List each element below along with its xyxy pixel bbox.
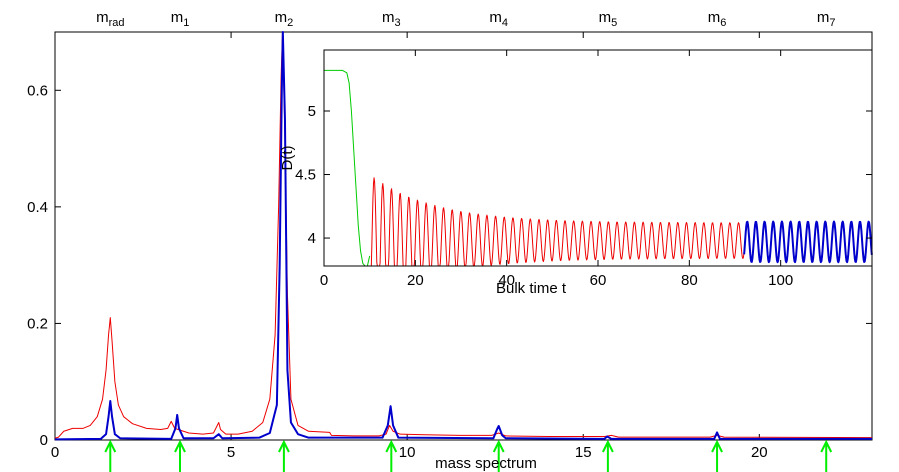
mass-arrow-1 [174, 439, 186, 472]
mass-arrow-2 [278, 439, 290, 472]
inset-xtick-label-4: 80 [681, 272, 698, 289]
main-series-line-1 [54, 31, 872, 441]
inset-series-line-1 [369, 177, 745, 267]
main-xtick-label-1: 5 [227, 444, 235, 461]
inset-ytick-label-0: 4 [308, 230, 316, 247]
inset-ticks: 0 20 40 60 80 100 4 4.5 5 [295, 50, 872, 289]
main-xlabel: mass spectrum [435, 455, 537, 472]
inset-series-line-2 [743, 220, 873, 264]
top-label-0: mrad [96, 9, 124, 29]
mass-arrow-5 [601, 439, 614, 472]
main-ytick-label-2: 0.4 [27, 199, 48, 216]
mass-arrows [104, 439, 833, 472]
inset-ytick-label-2: 5 [308, 103, 316, 120]
inset-xtick-label-1: 20 [407, 272, 424, 289]
top-label-7: m7 [817, 9, 836, 29]
inset-ytick-label-1: 4.5 [295, 167, 316, 184]
top-mass-labels: mrad m1 m2 m3 m4 m5 m6 m7 [96, 9, 835, 29]
main-xtick-label-4: 20 [751, 444, 768, 461]
main-xtick-label-0: 0 [51, 444, 59, 461]
main-ticks: 0 5 10 15 20 0 0.2 0.4 0.6 [27, 32, 872, 461]
mass-arrow-7 [820, 439, 833, 472]
main-series [54, 31, 873, 441]
top-label-2: m2 [275, 9, 294, 29]
top-label-6: m6 [708, 9, 727, 29]
top-label-4: m4 [489, 9, 508, 29]
main-ytick-label-3: 0.6 [27, 82, 48, 99]
main-ytick-label-1: 0.2 [27, 315, 48, 332]
mass-arrow-0 [104, 439, 117, 472]
top-label-3: m3 [382, 9, 401, 29]
top-label-5: m5 [599, 9, 618, 29]
inset-xtick-label-3: 60 [590, 272, 607, 289]
top-label-1: m1 [171, 9, 190, 29]
main-xtick-label-3: 15 [575, 444, 592, 461]
inset-xtick-label-2: 40 [498, 272, 515, 289]
main-xtick-label-2: 10 [399, 444, 416, 461]
inset-ylabel: D(t) [279, 146, 296, 171]
main-ytick-label-0: 0 [40, 432, 48, 449]
mass-arrow-4 [492, 439, 505, 472]
inset-xtick-label-5: 100 [768, 272, 793, 289]
mass-arrow-6 [711, 439, 723, 472]
inset-xtick-label-0: 0 [320, 272, 328, 289]
main-series-line-0 [54, 31, 873, 439]
mass-arrow-3 [385, 439, 398, 472]
inset-xlabel: Bulk time t [496, 280, 567, 297]
